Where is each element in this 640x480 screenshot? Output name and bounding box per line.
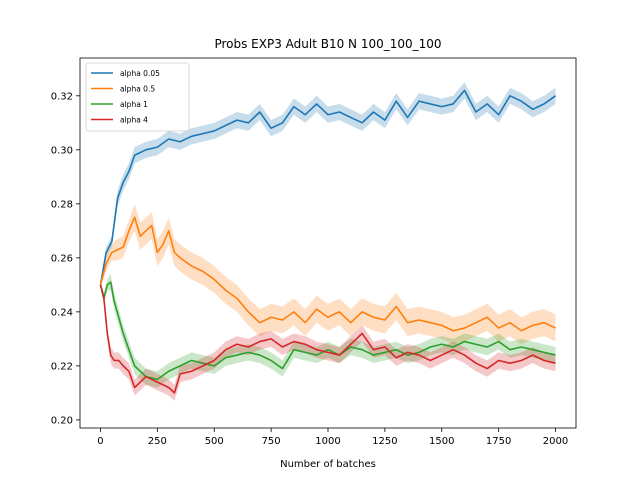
x-tick-label: 250 xyxy=(148,436,167,447)
x-axis-ticks: 0 250 500 750 1000 1250 1500 1750 2000 xyxy=(97,428,568,447)
y-tick-label: 0.32 xyxy=(51,91,73,102)
x-tick-label: 1000 xyxy=(315,436,340,447)
chart-title: Probs EXP3 Adult B10 N 100_100_100 xyxy=(214,37,441,51)
legend-box xyxy=(85,62,190,132)
series-lines xyxy=(99,89,556,394)
legend-entry-label: alpha 0.05 xyxy=(120,69,160,78)
series-line-0 xyxy=(99,89,556,285)
y-tick-label: 0.26 xyxy=(51,253,73,264)
series-band-2 xyxy=(100,274,556,388)
x-tick-label: 1250 xyxy=(372,436,397,447)
x-axis-label: Number of batches xyxy=(280,459,376,470)
y-tick-label: 0.30 xyxy=(51,145,73,156)
series-line-2 xyxy=(99,281,556,381)
y-tick-label: 0.24 xyxy=(51,307,73,318)
series-band-1 xyxy=(100,203,556,345)
x-tick-label: 1750 xyxy=(486,436,511,447)
series-line-3 xyxy=(99,284,556,394)
x-tick-label: 1500 xyxy=(429,436,454,447)
y-axis-ticks: 0.20 0.22 0.24 0.26 0.28 0.30 0.32 xyxy=(51,91,80,426)
confidence-bands xyxy=(100,82,556,401)
x-tick-label: 2000 xyxy=(543,436,568,447)
x-tick-label: 750 xyxy=(262,436,281,447)
x-tick-label: 500 xyxy=(205,436,224,447)
x-tick-label: 0 xyxy=(97,436,103,447)
legend-entry-label: alpha 4 xyxy=(120,116,148,125)
y-tick-label: 0.22 xyxy=(51,361,73,372)
y-tick-label: 0.28 xyxy=(51,199,73,210)
legend-entry-label: alpha 1 xyxy=(120,100,148,109)
legend: alpha 0.05 alpha 0.5 alpha 1 alpha 4 xyxy=(85,62,190,132)
series-line-1 xyxy=(99,216,556,332)
legend-entry-label: alpha 0.5 xyxy=(120,85,155,94)
series-band-0 xyxy=(100,82,556,288)
y-tick-label: 0.20 xyxy=(51,415,73,426)
